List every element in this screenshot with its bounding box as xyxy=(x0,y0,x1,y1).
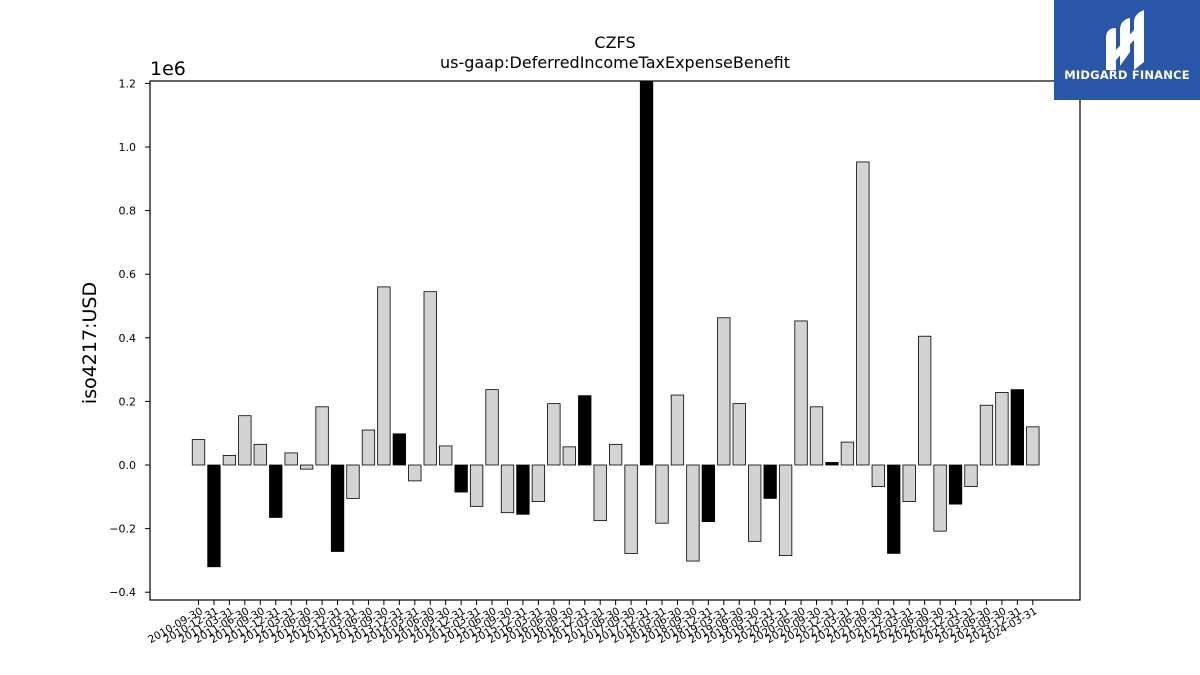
bar-2019-12-31 xyxy=(763,464,777,499)
bar-2011-06-30 xyxy=(238,415,252,466)
bar-2021-03-31 xyxy=(840,441,855,466)
bar-2022-12-31 xyxy=(948,464,963,505)
bars-group xyxy=(191,80,1040,568)
bar-2013-03-31 xyxy=(346,464,360,499)
bar-2018-12-31 xyxy=(701,464,715,522)
bar-2015-06-30 xyxy=(485,389,499,466)
bar-2016-12-31 xyxy=(578,395,592,466)
brand-logo: MIDGARD FINANCE xyxy=(1054,0,1200,100)
bar-2020-03-31 xyxy=(778,464,793,557)
bar-2014-06-30 xyxy=(423,291,437,466)
chart-subtitle: us-gaap:DeferredIncomeTaxExpenseBenefit xyxy=(440,53,790,72)
plot-frame xyxy=(149,80,1081,601)
bar-2012-03-31 xyxy=(284,452,298,466)
bar-2020-12-31 xyxy=(825,462,839,466)
y-tick-label: 1.2 xyxy=(119,77,137,90)
bar-2014-09-30 xyxy=(439,445,453,466)
bar-2023-06-30 xyxy=(979,404,994,466)
y-tick-label: 0.2 xyxy=(119,395,137,408)
bar-2017-03-31 xyxy=(593,464,607,522)
bar-2020-06-30 xyxy=(794,320,808,466)
bar-2011-12-31 xyxy=(269,464,283,518)
y-tick-label: −0.2 xyxy=(109,523,136,536)
bar-2023-12-31 xyxy=(1010,389,1024,466)
bar-2011-09-30 xyxy=(253,443,267,466)
y-tick-label: 1.0 xyxy=(119,141,137,154)
bar-2015-09-30 xyxy=(500,464,515,514)
bar-2023-09-30 xyxy=(995,392,1009,466)
bar-2010-09-30 xyxy=(191,439,206,466)
bar-2021-09-30 xyxy=(871,464,885,488)
bar-2022-06-30 xyxy=(918,335,932,466)
y-axis-label: iso4217:USD xyxy=(79,282,101,404)
bar-2019-06-30 xyxy=(732,403,746,466)
y-tick-label: 0.0 xyxy=(119,459,137,472)
bar-2013-09-30 xyxy=(377,286,391,466)
bar-2018-06-30 xyxy=(670,394,685,466)
bar-2010-12-31 xyxy=(207,464,221,568)
y-multiplier-label: 1e6 xyxy=(150,58,186,80)
bar-2012-06-30 xyxy=(299,464,314,470)
y-tick-label: 0.6 xyxy=(119,268,137,281)
bar-2012-09-30 xyxy=(315,406,329,466)
bar-2019-03-31 xyxy=(717,317,731,466)
bar-2017-09-30 xyxy=(624,464,638,554)
bar-2015-03-31 xyxy=(469,464,484,507)
y-tick-label: 0.8 xyxy=(119,205,137,218)
chart-title: CZFS xyxy=(594,33,635,52)
logo-text: MIDGARD FINANCE xyxy=(1064,68,1190,82)
bar-2012-12-31 xyxy=(330,464,345,552)
bar-2013-06-30 xyxy=(361,429,376,466)
bar-2014-03-31 xyxy=(408,464,422,482)
bar-2021-12-31 xyxy=(887,464,901,554)
bar-2017-12-31 xyxy=(639,80,654,466)
bar-2023-03-31 xyxy=(964,464,978,488)
bar-2016-06-30 xyxy=(547,403,561,466)
bar-2016-09-30 xyxy=(562,446,576,466)
bar-2022-03-31 xyxy=(902,464,916,502)
bar-2018-03-31 xyxy=(655,464,669,524)
bar-2020-09-30 xyxy=(809,406,824,466)
bar-2022-09-30 xyxy=(933,464,947,532)
bar-2011-03-31 xyxy=(222,455,237,466)
y-axis: −0.4 −0.2 0.0 0.2 0.4 0.6 0.8 1.0 1.2 xyxy=(109,77,150,599)
bar-2018-09-30 xyxy=(686,464,700,562)
bar-2013-12-31 xyxy=(392,433,407,466)
bar-2016-03-31 xyxy=(531,464,546,502)
y-tick-label: 0.4 xyxy=(119,332,137,345)
logo-mark-icon xyxy=(1106,10,1144,70)
y-tick-label: −0.4 xyxy=(109,586,136,599)
bar-2017-06-30 xyxy=(609,443,623,466)
bar-2019-09-30 xyxy=(748,464,762,542)
bar-2024-03-31 xyxy=(1026,426,1040,466)
bar-2015-12-31 xyxy=(516,464,530,515)
x-axis: 2010-09-302010-12-312011-03-312011-06-30… xyxy=(146,600,1039,646)
bar-2014-12-31 xyxy=(454,464,468,493)
bar-2021-06-30 xyxy=(856,161,870,466)
